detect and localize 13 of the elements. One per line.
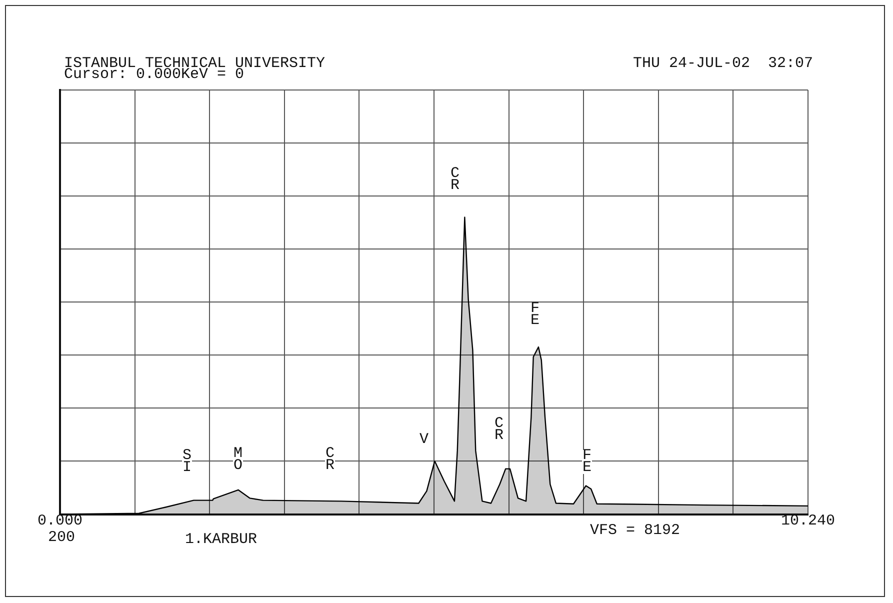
annotation: FE <box>582 447 592 476</box>
annotation: FE <box>530 300 540 329</box>
annotation: CR <box>325 445 335 474</box>
text: THU 24-JUL-02 32:07 <box>632 55 813 72</box>
text: VFS = 8192 <box>590 522 680 539</box>
text: CR <box>450 165 460 194</box>
x-tick-label: 10.240 <box>780 512 836 530</box>
annotation: V <box>419 431 429 448</box>
annotation: MO <box>233 445 243 474</box>
text: 1.KARBUR <box>185 531 258 548</box>
annotation: CR <box>494 415 504 444</box>
text: 200 <box>48 529 76 546</box>
annotation: SI <box>182 447 192 476</box>
